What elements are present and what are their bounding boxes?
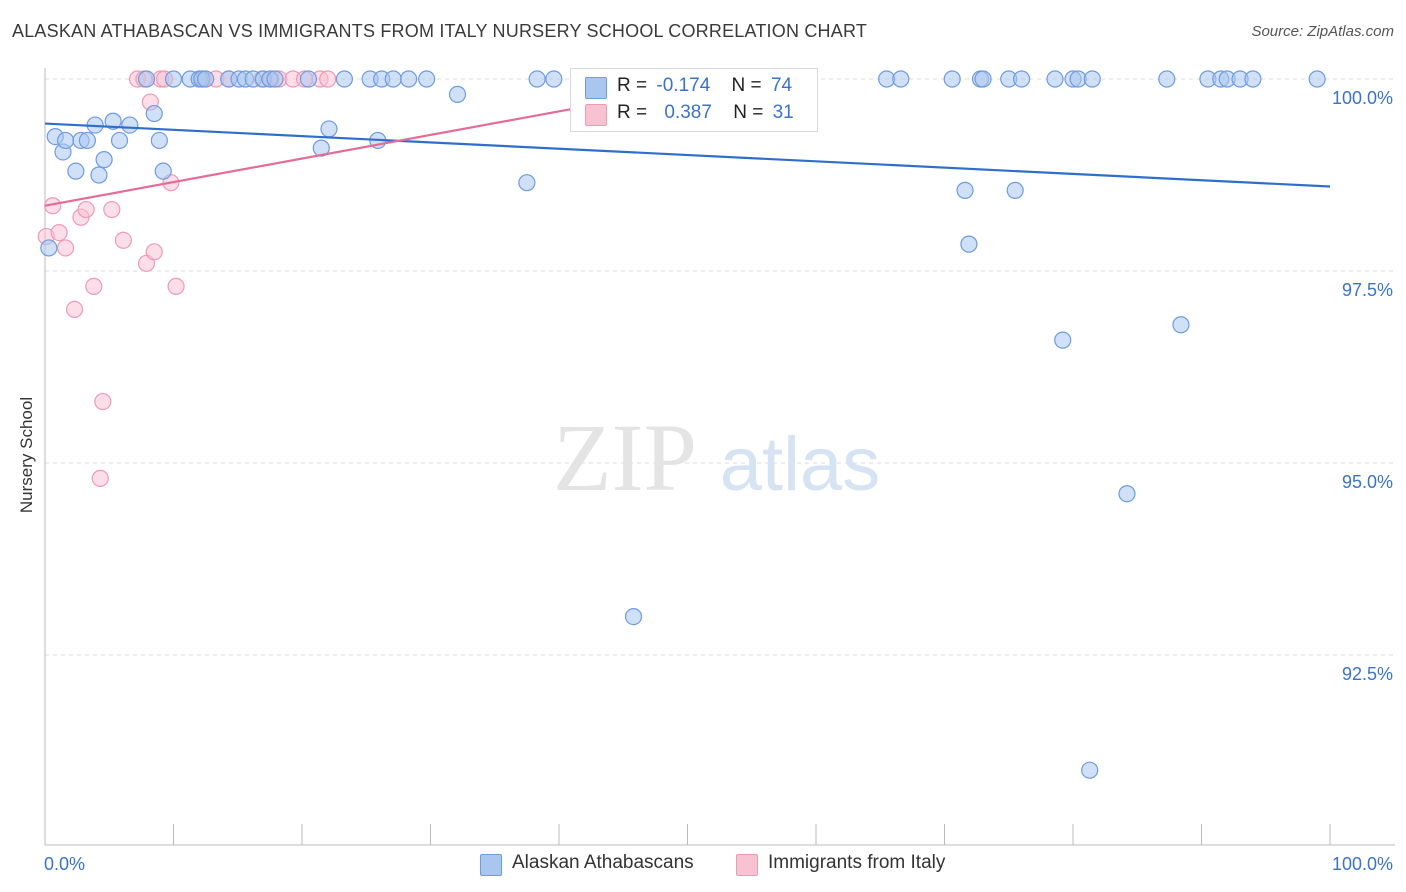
watermark: ZIP atlas — [553, 404, 880, 511]
legend-r-value: 0.387 — [664, 102, 712, 123]
athabascan-point — [960, 235, 978, 253]
x-tick-label: 100.0% — [1332, 854, 1393, 874]
x-tick-label: 0.0% — [44, 854, 85, 874]
pink-swatch — [585, 104, 607, 126]
athabascan-point — [1006, 181, 1024, 199]
athabascan-point — [624, 607, 643, 626]
athabascan-point — [448, 85, 467, 103]
italy-point — [167, 277, 185, 295]
athabascan-point — [312, 139, 330, 157]
source-label: Source: ZipAtlas.com — [1251, 23, 1394, 40]
athabascan-point — [137, 70, 156, 88]
pink-swatch — [736, 854, 758, 876]
athabascan-point — [418, 70, 436, 88]
athabascan-point — [1046, 70, 1064, 88]
tick-labels: 100.0% 97.5% 95.0% 92.5% 0.0% 100.0% — [44, 88, 1393, 874]
athabascan-point — [1054, 331, 1072, 349]
athabascan-point — [1081, 761, 1099, 779]
axes — [44, 68, 1395, 846]
athabascan-point — [384, 70, 402, 88]
athabascan-point — [545, 70, 563, 88]
gridlines — [45, 78, 1395, 656]
athabascan-point — [67, 162, 85, 180]
athabascan-point — [299, 70, 318, 88]
blue-swatch — [480, 854, 502, 876]
italy-point — [50, 224, 68, 242]
athabascan-trend-line — [44, 122, 1331, 188]
italy-point — [94, 392, 112, 411]
athabascan-point — [90, 166, 108, 184]
athabascan-point — [266, 70, 284, 88]
y-tick-label: 95.0% — [1342, 472, 1393, 492]
athabascan-point — [1012, 70, 1031, 88]
legend-r-label: R = — [617, 102, 648, 123]
y-tick-label: 97.5% — [1342, 280, 1393, 300]
athabascan-point — [40, 239, 58, 257]
watermark-atlas: atlas — [720, 422, 881, 507]
athabascan-point — [320, 120, 338, 138]
y-tick-label: 100.0% — [1332, 88, 1393, 108]
italy-point — [85, 277, 103, 295]
legend-n-value: 74 — [770, 75, 793, 96]
athabascan-point — [1172, 316, 1190, 334]
watermark-zip: ZIP — [553, 404, 697, 511]
italy-point — [145, 243, 163, 261]
athabascan-point — [56, 131, 75, 150]
athabascan-point — [1244, 70, 1262, 88]
athabascan-point — [528, 70, 546, 88]
athabascan-point — [78, 131, 97, 150]
bottom-legend-label: Alaskan Athabascans — [512, 852, 694, 873]
athabascan-point — [145, 104, 163, 123]
blue-swatch — [585, 77, 607, 99]
italy-point — [91, 469, 109, 487]
y-tick-label: 92.5% — [1342, 664, 1393, 684]
athabascan-point — [164, 70, 183, 88]
athabascan-point — [956, 181, 974, 199]
athabascan-point — [892, 70, 910, 88]
athabascan-point — [1083, 70, 1101, 88]
athabascan-point — [150, 131, 168, 150]
italy-point — [77, 200, 95, 219]
legend-n-label: N = — [733, 102, 764, 123]
athabascan-point — [1308, 70, 1326, 88]
legend-n-value: 31 — [772, 102, 794, 123]
athabascan-point — [104, 112, 122, 130]
athabascan-point — [518, 174, 536, 192]
bottom-legend-label: Immigrants from Italy — [768, 852, 946, 873]
legend-r-label: R = — [617, 75, 648, 96]
italy-point — [319, 70, 337, 88]
italy-point — [114, 231, 132, 249]
legend-n-label: N = — [731, 75, 762, 96]
athabascan-point — [197, 70, 215, 88]
athabascan-point — [335, 70, 354, 88]
italy-point — [65, 300, 84, 318]
athabascan-point — [400, 70, 418, 88]
italy-point — [56, 239, 75, 257]
athabascan-point — [110, 131, 129, 150]
italy-point — [103, 200, 121, 219]
legend-r-value: -0.174 — [656, 75, 711, 96]
athabascan-point — [974, 70, 992, 88]
italy-point — [44, 197, 62, 215]
athabascan-point — [121, 116, 139, 134]
athabascan-point — [95, 151, 113, 169]
chart-title: ALASKAN ATHABASCAN VS IMMIGRANTS FROM IT… — [12, 21, 868, 41]
athabascan-point — [1158, 70, 1176, 88]
athabascan-point — [154, 162, 172, 180]
athabascan-point — [943, 70, 961, 88]
athabascan-point — [1118, 485, 1136, 503]
stats-legend: R = -0.174 N = 74 R = 0.387 N = 31 — [570, 68, 818, 132]
